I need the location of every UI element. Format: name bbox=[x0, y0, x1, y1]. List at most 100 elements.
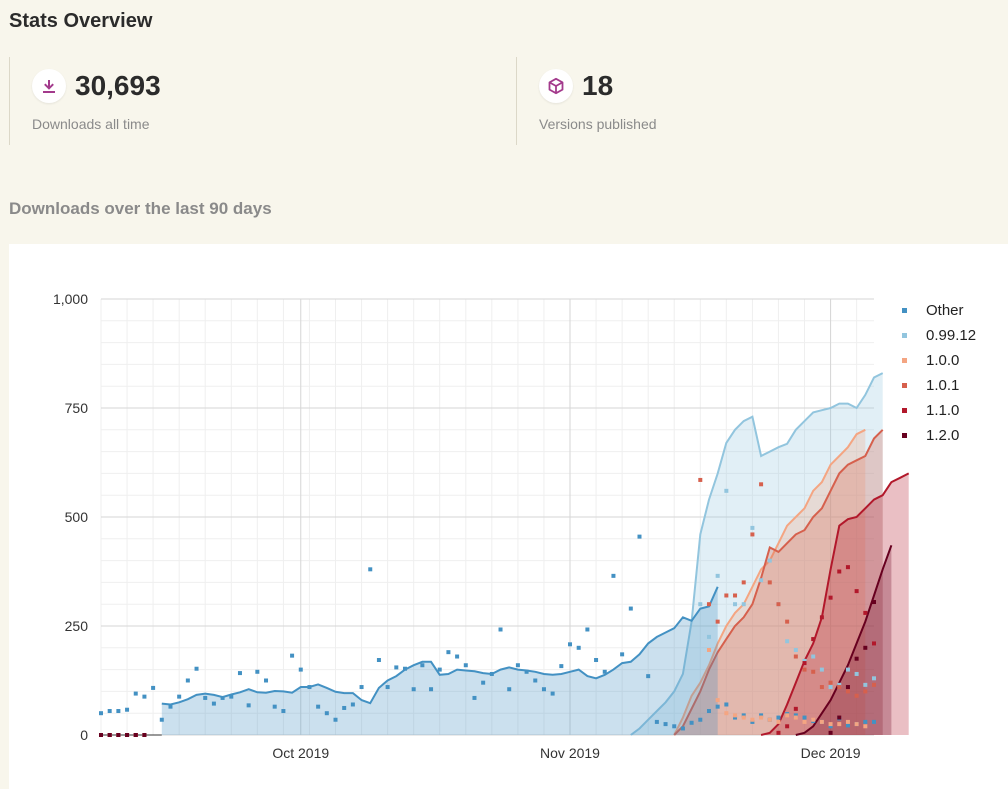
series-points bbox=[99, 600, 876, 737]
data-point bbox=[793, 654, 798, 659]
y-tick-label: 0 bbox=[80, 727, 88, 743]
download-icon bbox=[32, 69, 66, 103]
x-tick-label: Dec 2019 bbox=[801, 745, 861, 761]
data-point bbox=[845, 667, 850, 672]
legend-swatch bbox=[902, 433, 907, 438]
data-point bbox=[107, 709, 112, 714]
data-point bbox=[741, 715, 746, 720]
data-point bbox=[845, 723, 850, 728]
data-point bbox=[307, 685, 312, 690]
data-point bbox=[159, 717, 164, 722]
stat-downloads: 30,693 Downloads all time bbox=[9, 57, 515, 145]
data-point bbox=[802, 667, 807, 672]
series-line bbox=[161, 586, 719, 706]
data-point bbox=[759, 713, 764, 718]
data-point bbox=[203, 695, 208, 700]
data-point bbox=[741, 580, 746, 585]
legend-swatch bbox=[902, 333, 907, 338]
data-point bbox=[785, 639, 790, 644]
downloads-label: Downloads all time bbox=[32, 116, 150, 132]
data-point bbox=[837, 722, 842, 727]
data-point bbox=[663, 722, 668, 727]
data-point bbox=[142, 694, 147, 699]
series-line bbox=[760, 472, 910, 736]
data-point bbox=[298, 667, 303, 672]
data-point bbox=[759, 578, 764, 583]
x-tick-label: Oct 2019 bbox=[272, 745, 329, 761]
legend-label: 1.2.0 bbox=[926, 427, 960, 444]
data-point bbox=[828, 595, 833, 600]
data-point bbox=[715, 698, 720, 703]
data-point bbox=[99, 733, 103, 737]
data-point bbox=[724, 593, 729, 598]
data-point bbox=[524, 669, 529, 674]
data-point bbox=[706, 634, 711, 639]
data-point bbox=[272, 704, 277, 709]
data-point bbox=[767, 558, 772, 563]
data-point bbox=[672, 724, 677, 729]
data-point bbox=[854, 589, 859, 594]
downloads-chart: 0 250 500 750 1,000 Oct 2019 Nov 2019 Dec 2019 bbox=[53, 291, 910, 761]
data-point bbox=[828, 730, 833, 735]
data-point bbox=[411, 687, 416, 692]
data-point bbox=[733, 715, 738, 720]
data-point bbox=[854, 722, 859, 727]
data-point bbox=[863, 610, 868, 615]
legend-item: 1.2.0 bbox=[902, 423, 976, 448]
data-point bbox=[116, 733, 121, 737]
data-point bbox=[698, 477, 703, 482]
data-point bbox=[819, 685, 824, 690]
series-area bbox=[674, 429, 883, 735]
data-point bbox=[828, 680, 833, 685]
series-area bbox=[761, 473, 909, 735]
page-title: Stats Overview bbox=[9, 10, 153, 32]
data-point bbox=[785, 724, 790, 729]
data-point bbox=[515, 663, 520, 668]
data-point bbox=[385, 685, 390, 690]
data-point bbox=[125, 707, 130, 712]
data-point bbox=[715, 619, 720, 624]
y-tick-label: 1,000 bbox=[53, 291, 88, 307]
stat-versions: 18 Versions published bbox=[516, 57, 997, 145]
data-point bbox=[359, 685, 364, 690]
data-point bbox=[133, 733, 138, 737]
data-point bbox=[116, 709, 121, 714]
data-point bbox=[133, 691, 138, 696]
data-point bbox=[776, 730, 781, 735]
data-point bbox=[733, 602, 738, 607]
y-tick-label: 750 bbox=[65, 400, 89, 416]
data-point bbox=[802, 658, 807, 663]
data-point bbox=[402, 666, 407, 671]
data-point bbox=[376, 658, 381, 663]
data-point bbox=[481, 680, 486, 685]
data-point bbox=[698, 717, 703, 722]
data-point bbox=[333, 717, 338, 722]
data-point bbox=[750, 525, 755, 530]
legend-label: 1.1.0 bbox=[926, 402, 960, 419]
chart-legend: Other 0.99.12 1.0.0 1.0.1 1.1.0 1.2.0 bbox=[902, 298, 976, 448]
data-point bbox=[429, 687, 434, 692]
data-point bbox=[602, 669, 607, 674]
legend-label: 0.99.12 bbox=[926, 327, 977, 344]
data-point bbox=[845, 689, 850, 694]
y-tick-label: 250 bbox=[65, 618, 89, 634]
data-point bbox=[872, 719, 876, 724]
section-title: Downloads over the last 90 days bbox=[9, 199, 272, 218]
data-point bbox=[446, 650, 451, 655]
data-point bbox=[802, 719, 807, 724]
data-point bbox=[420, 663, 425, 668]
data-point bbox=[863, 724, 868, 729]
data-point bbox=[394, 665, 399, 670]
data-point bbox=[741, 713, 746, 718]
data-point bbox=[776, 719, 781, 724]
series-line bbox=[673, 429, 884, 736]
data-point bbox=[99, 711, 103, 716]
data-point bbox=[793, 715, 798, 720]
data-point bbox=[533, 678, 538, 683]
data-point bbox=[767, 580, 772, 585]
data-point bbox=[220, 695, 225, 700]
data-point bbox=[759, 715, 764, 720]
data-point bbox=[706, 647, 711, 652]
data-point bbox=[550, 691, 555, 696]
data-point bbox=[776, 602, 781, 607]
